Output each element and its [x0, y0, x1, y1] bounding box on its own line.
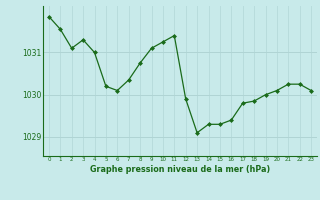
X-axis label: Graphe pression niveau de la mer (hPa): Graphe pression niveau de la mer (hPa) [90, 165, 270, 174]
